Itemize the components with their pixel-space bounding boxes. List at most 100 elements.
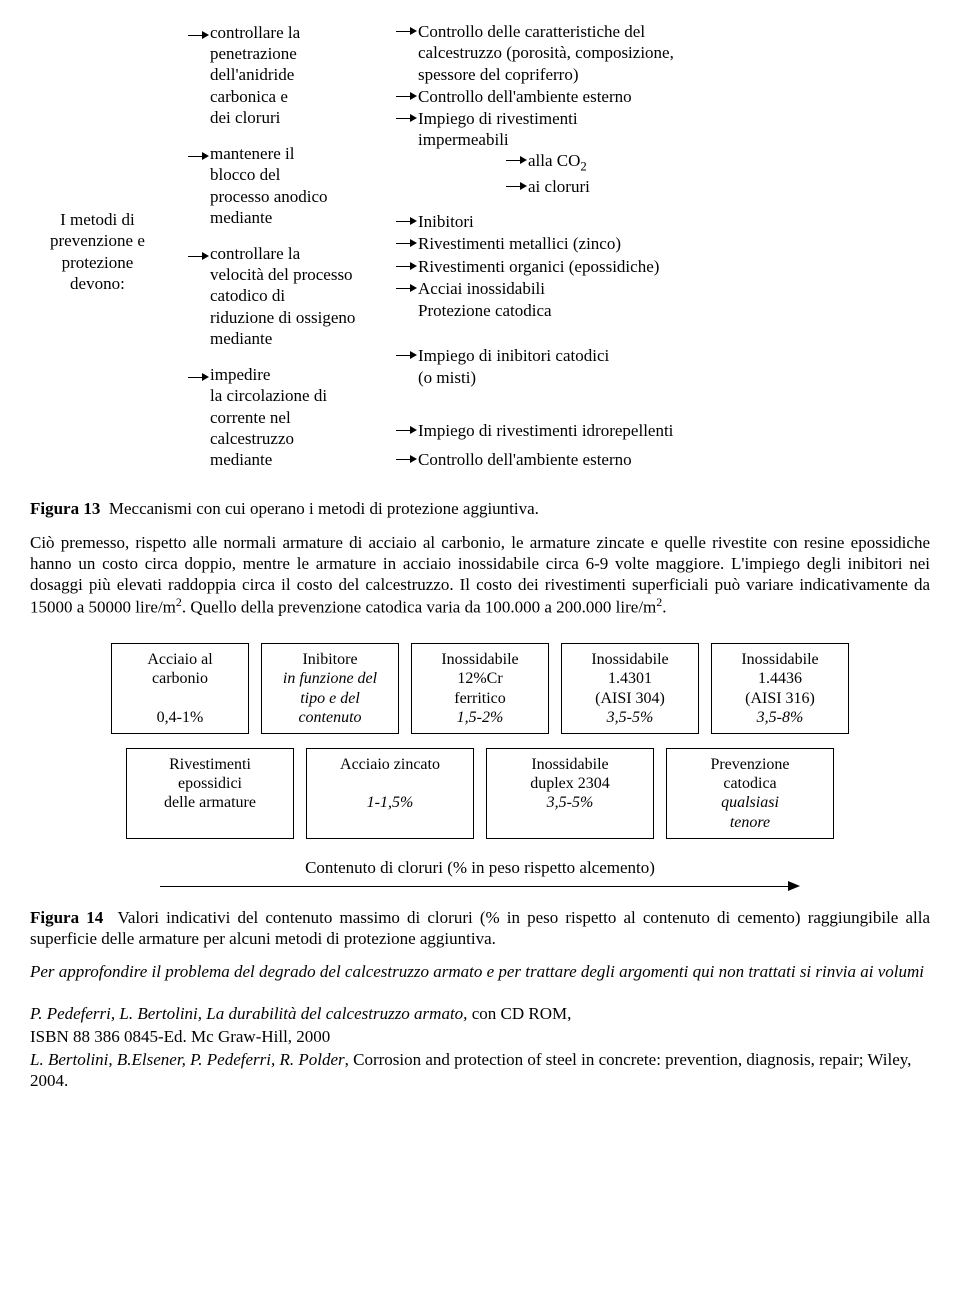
root-node: I metodi di prevenzione e protezione dev… [50,20,188,483]
content-box: Inossidabile12%Crferritico1,5-2% [411,643,549,734]
mid-item: controllare la penetrazione dell'anidrid… [188,22,388,128]
right-column: Controllo delle caratteristiche del calc… [396,20,910,483]
box-line: 1.4301 [570,669,690,688]
leaf-text: Impiego di inibitori catodici (o misti) [418,345,910,388]
box-spacer [135,813,285,832]
box-line: in funzione del [270,669,390,688]
mid-text: controllare la velocità del processo cat… [210,243,388,349]
box-line: 1,5-2% [420,708,540,727]
box-line: tenore [675,813,825,832]
box-line: Inossidabile [720,650,840,669]
box-line: epossidici [135,774,285,793]
leaf-item: Rivestimenti organici (epossidiche) [396,256,910,277]
figure-13-caption: Figura 13 Meccanismi con cui operano i m… [30,498,930,519]
leaf-item: alla CO2 [506,150,910,175]
arrow-icon [396,452,418,466]
leaf-item: Controllo dell'ambiente esterno [396,86,910,107]
leaf-text: alla CO2 [528,150,910,175]
arrow-icon [396,89,418,103]
leaf-text: Inibitori [418,211,910,232]
box-line: Inossidabile [495,755,645,774]
arrow-icon [188,249,210,263]
leaf-item: Acciai inossidabili [396,278,910,299]
leaf-text: Controllo delle caratteristiche del calc… [418,21,910,85]
box-line: qualsiasi [675,793,825,812]
figure-13-diagram: I metodi di prevenzione e protezione dev… [50,20,910,483]
box-line: Acciaio zincato [315,755,465,774]
content-box: Prevenzionecatodicaqualsiasitenore [666,748,834,839]
box-line: 3,5-8% [720,708,840,727]
leaf-text: Rivestimenti metallici (zinco) [418,233,910,254]
mid-text: controllare la penetrazione dell'anidrid… [210,22,388,128]
caption-label: Figura 14 [30,908,103,927]
arrow-icon [396,281,418,295]
arrow-icon [396,259,418,273]
leaf-text: ai cloruri [528,176,910,197]
arrow-icon [188,149,210,163]
leaf-text: Protezione catodica [418,300,910,321]
leaf-item: Protezione catodica [396,300,910,321]
root-text: I metodi di prevenzione e protezione dev… [50,209,145,294]
box-line: (AISI 316) [720,689,840,708]
box-spacer [120,689,240,708]
arrow-icon [396,111,418,125]
leaf-item: Controllo delle caratteristiche del calc… [396,21,910,85]
content-box: Rivestimentiepossidicidelle armature [126,748,294,839]
axis-arrow-icon [160,882,800,892]
box-line: delle armature [135,793,285,812]
figure-14-caption: Figura 14 Valori indicativi del contenut… [30,907,930,950]
reference-line: P. Pedeferri, L. Bertolini, La durabilit… [30,1003,930,1024]
box-spacer [495,813,645,832]
arrow-icon [396,423,418,437]
mid-text: impedire la circolazione di corrente nel… [210,364,388,470]
box-line: carbonio [120,669,240,688]
arrow-icon [188,28,210,42]
box-line: 0,4-1% [120,708,240,727]
leaf-item: Inibitori [396,211,910,232]
caption-text: Valori indicativi del contenuto massimo … [30,908,930,948]
right-group-1: Controllo delle caratteristiche del calc… [396,20,910,198]
arrow-icon [506,153,528,167]
box-line: Inossidabile [420,650,540,669]
box-line: Acciaio al [120,650,240,669]
leaf-item: Controllo dell'ambiente esterno [396,449,910,470]
subscript: 2 [580,159,586,173]
leaf-text: Impiego di rivestimenti idrorepellenti [418,420,910,441]
box-line: contenuto [270,708,390,727]
mid-item: mantenere il blocco del processo anodico… [188,143,388,228]
leaf-text: Impiego di rivestimenti impermeabili [418,108,910,151]
references: P. Pedeferri, L. Bertolini, La durabilit… [30,1003,930,1092]
content-box: Inossidabile1.4436(AISI 316)3,5-8% [711,643,849,734]
right-group-4: Impiego di rivestimenti idrorepellenti C… [396,419,910,472]
content-box: Acciaio zincato 1-1,5% [306,748,474,839]
sub-text: alla CO [528,151,580,170]
box-line: tipo e del [270,689,390,708]
leaf-item: Rivestimenti metallici (zinco) [396,233,910,254]
content-box: Inossidabile1.4301(AISI 304)3,5-5% [561,643,699,734]
arrow-icon [396,214,418,228]
para-text: . [662,598,666,617]
mid-item: controllare la velocità del processo cat… [188,243,388,349]
arrow-icon [396,24,418,38]
body-paragraph-1: Ciò premesso, rispetto alle normali arma… [30,532,930,619]
box-row-2: Rivestimentiepossidicidelle armature Acc… [90,748,870,839]
leaf-item: ai cloruri [506,176,910,197]
leaf-item: Impiego di inibitori catodici (o misti) [396,345,910,388]
box-line: duplex 2304 [495,774,645,793]
right-group-3: Impiego di inibitori catodici (o misti) [396,344,910,389]
leaf-item: Impiego di rivestimenti impermeabili [396,108,910,151]
axis-label: Contenuto di cloruri (% in peso rispetto… [90,857,870,878]
leaf-item: Impiego di rivestimenti idrorepellenti [396,420,910,441]
mid-item: impedire la circolazione di corrente nel… [188,364,388,470]
leaf-text: Rivestimenti organici (epossidiche) [418,256,910,277]
ref-text: con CD ROM, [467,1004,571,1023]
reference-line: L. Bertolini, B.Elsener, P. Pedeferri, R… [30,1049,930,1092]
box-line: 3,5-5% [495,793,645,812]
sub-branch: alla CO2 ai cloruri [506,150,910,198]
box-spacer [315,813,465,832]
para-text: . Quello della prevenzione catodica vari… [182,598,656,617]
box-line: Inossidabile [570,650,690,669]
content-box: Inibitorein funzione deltipo e delconten… [261,643,399,734]
right-group-2: Inibitori Rivestimenti metallici (zinco)… [396,210,910,322]
reference-line: ISBN 88 386 0845-Ed. Mc Graw-Hill, 2000 [30,1026,930,1047]
